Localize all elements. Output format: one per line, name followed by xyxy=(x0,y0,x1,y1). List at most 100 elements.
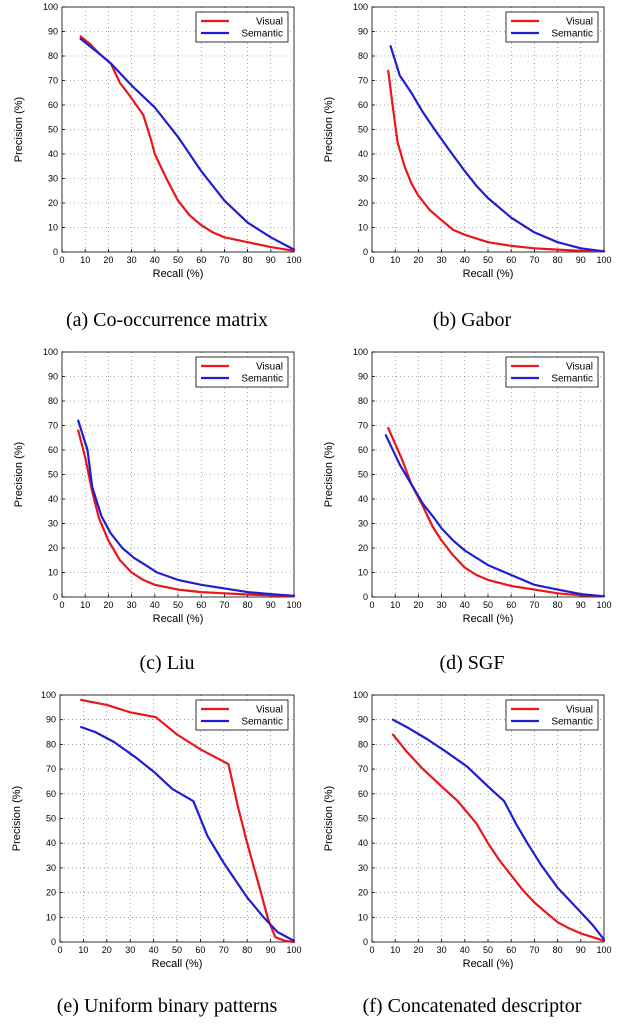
caption-f: (f) Concatenated descriptor xyxy=(362,995,582,1017)
y-tick-label: 100 xyxy=(41,690,56,700)
x-tick-label: 40 xyxy=(150,255,160,265)
x-tick-label: 80 xyxy=(553,600,563,610)
y-tick-label: 40 xyxy=(48,149,58,159)
y-tick-label: 0 xyxy=(51,937,56,947)
y-tick-label: 60 xyxy=(358,100,368,110)
x-tick-label: 80 xyxy=(553,255,563,265)
y-tick-label: 40 xyxy=(48,494,58,504)
x-tick-label: 70 xyxy=(529,255,539,265)
x-tick-label: 70 xyxy=(219,600,229,610)
y-tick-label: 0 xyxy=(363,592,368,602)
x-axis-label: Recall (%) xyxy=(152,958,203,970)
x-tick-label: 30 xyxy=(437,600,447,610)
series-line-semantic xyxy=(79,37,296,251)
x-tick-label: 60 xyxy=(195,945,205,955)
x-axis-label: Recall (%) xyxy=(463,268,514,280)
y-tick-label: 100 xyxy=(353,690,368,700)
x-tick-label: 90 xyxy=(266,600,276,610)
y-tick-label: 70 xyxy=(358,764,368,774)
x-tick-label: 20 xyxy=(103,255,113,265)
x-tick-label: 90 xyxy=(576,945,586,955)
series-line-visual xyxy=(387,426,606,598)
x-tick-label: 80 xyxy=(242,945,252,955)
y-tick-label: 50 xyxy=(46,814,56,824)
y-tick-label: 100 xyxy=(353,2,368,12)
x-tick-label: 30 xyxy=(437,945,447,955)
y-tick-label: 70 xyxy=(46,764,56,774)
y-tick-label: 90 xyxy=(48,27,58,37)
y-tick-label: 20 xyxy=(358,543,368,553)
caption-a: (a) Co-occurrence matrix xyxy=(65,309,269,331)
y-axis-label: Precision (%) xyxy=(13,97,25,162)
x-tick-label: 60 xyxy=(196,600,206,610)
y-tick-label: 40 xyxy=(46,838,56,848)
y-tick-label: 100 xyxy=(43,347,58,357)
y-tick-label: 10 xyxy=(358,223,368,233)
x-tick-label: 50 xyxy=(483,945,493,955)
x-axis-label: Recall (%) xyxy=(463,613,514,625)
y-tick-label: 40 xyxy=(358,149,368,159)
legend-label-visual: Visual xyxy=(256,705,283,716)
y-tick-label: 90 xyxy=(48,372,58,382)
x-tick-label: 80 xyxy=(243,600,253,610)
x-axis-label: Recall (%) xyxy=(463,958,514,970)
x-tick-label: 60 xyxy=(506,945,516,955)
y-tick-label: 60 xyxy=(358,445,368,455)
y-tick-label: 90 xyxy=(358,372,368,382)
x-tick-label: 50 xyxy=(173,255,183,265)
y-tick-label: 60 xyxy=(48,445,58,455)
x-axis-label: Recall (%) xyxy=(153,613,204,625)
x-tick-label: 60 xyxy=(196,255,206,265)
x-tick-label: 30 xyxy=(125,945,135,955)
legend-label-visual: Visual xyxy=(566,362,593,373)
x-tick-label: 30 xyxy=(127,255,137,265)
y-tick-label: 0 xyxy=(363,247,368,257)
x-tick-label: 40 xyxy=(460,255,470,265)
x-tick-label: 60 xyxy=(506,600,516,610)
x-tick-label: 70 xyxy=(219,255,229,265)
x-tick-label: 40 xyxy=(460,600,470,610)
x-tick-label: 100 xyxy=(596,255,611,265)
y-tick-label: 10 xyxy=(358,568,368,578)
y-tick-label: 0 xyxy=(53,592,58,602)
legend-box xyxy=(505,356,599,388)
series-line-visual xyxy=(80,698,296,944)
y-tick-label: 70 xyxy=(358,76,368,86)
y-tick-label: 70 xyxy=(48,421,58,431)
x-tick-label: 50 xyxy=(483,255,493,265)
x-axis-label: Recall (%) xyxy=(153,268,204,280)
x-tick-label: 80 xyxy=(553,945,563,955)
x-tick-label: 100 xyxy=(286,255,301,265)
caption-d: (d) SGF xyxy=(439,652,505,674)
y-tick-label: 90 xyxy=(358,715,368,725)
series-line-semantic xyxy=(77,419,296,597)
chart-d: 0 10 20 30 40 50 60 70 80 90 100 0 10 20 30 40 50 60 70 80 9… xyxy=(323,347,612,625)
y-tick-label: 80 xyxy=(358,51,368,61)
x-tick-label: 100 xyxy=(286,945,301,955)
x-tick-label: 0 xyxy=(57,945,62,955)
x-tick-label: 20 xyxy=(103,600,113,610)
x-tick-label: 20 xyxy=(102,945,112,955)
y-axis-label: Precision (%) xyxy=(11,786,23,851)
caption-b: (b) Gabor xyxy=(432,309,512,331)
series-line-visual xyxy=(77,429,296,598)
x-tick-label: 70 xyxy=(219,945,229,955)
x-tick-label: 0 xyxy=(369,255,374,265)
legend-box xyxy=(195,699,289,731)
series-line-visual xyxy=(387,69,606,253)
x-tick-label: 30 xyxy=(437,255,447,265)
series-line-semantic xyxy=(384,434,606,598)
legend-label-semantic: Semantic xyxy=(241,29,283,40)
x-tick-label: 10 xyxy=(78,945,88,955)
x-tick-label: 90 xyxy=(576,255,586,265)
y-tick-label: 100 xyxy=(43,2,58,12)
series-line-visual xyxy=(79,35,296,252)
y-tick-label: 90 xyxy=(358,27,368,37)
x-tick-label: 30 xyxy=(127,600,137,610)
y-tick-label: 30 xyxy=(358,519,368,529)
y-tick-label: 70 xyxy=(48,76,58,86)
x-tick-label: 90 xyxy=(576,600,586,610)
legend-box xyxy=(195,11,289,43)
x-tick-label: 0 xyxy=(59,255,64,265)
